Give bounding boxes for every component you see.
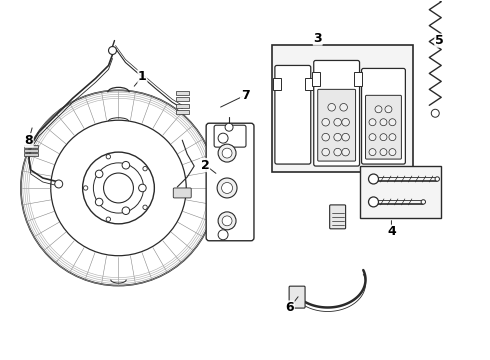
Bar	[312, 72, 319, 86]
Circle shape	[334, 118, 342, 126]
Circle shape	[217, 178, 237, 198]
Circle shape	[218, 133, 228, 143]
Bar	[24, 153, 38, 156]
Circle shape	[342, 134, 349, 141]
Circle shape	[322, 148, 329, 156]
Circle shape	[96, 170, 103, 178]
Circle shape	[340, 103, 347, 111]
Text: 6: 6	[286, 301, 294, 314]
Text: 2: 2	[201, 158, 210, 172]
Text: 4: 4	[387, 225, 396, 238]
Circle shape	[122, 161, 130, 169]
Circle shape	[143, 205, 147, 210]
FancyBboxPatch shape	[314, 60, 360, 166]
Circle shape	[96, 198, 103, 206]
Circle shape	[108, 46, 117, 54]
Circle shape	[218, 144, 236, 162]
Bar	[273, 78, 281, 90]
Circle shape	[334, 148, 342, 156]
Circle shape	[122, 207, 130, 215]
Circle shape	[322, 118, 329, 126]
Circle shape	[421, 200, 425, 204]
Circle shape	[139, 184, 146, 192]
Circle shape	[380, 149, 387, 156]
Text: 1: 1	[138, 70, 147, 83]
Bar	[176, 110, 189, 114]
FancyBboxPatch shape	[366, 95, 401, 159]
Circle shape	[218, 212, 236, 230]
Circle shape	[103, 173, 133, 203]
Circle shape	[106, 154, 111, 159]
Circle shape	[369, 119, 376, 126]
Circle shape	[385, 106, 392, 113]
Bar	[272, 45, 414, 172]
Circle shape	[389, 149, 396, 156]
Circle shape	[222, 148, 232, 158]
Bar	[24, 145, 38, 148]
Circle shape	[51, 120, 186, 256]
Circle shape	[369, 134, 376, 141]
Circle shape	[368, 197, 378, 207]
Circle shape	[328, 103, 336, 111]
Circle shape	[334, 134, 342, 141]
Circle shape	[380, 134, 387, 141]
Circle shape	[342, 118, 349, 126]
Circle shape	[55, 180, 63, 188]
Circle shape	[322, 134, 329, 141]
Text: 5: 5	[435, 34, 443, 47]
Bar	[360, 166, 441, 218]
Circle shape	[225, 123, 233, 131]
Bar	[176, 104, 189, 108]
Circle shape	[375, 106, 382, 113]
FancyBboxPatch shape	[214, 125, 246, 147]
Circle shape	[369, 149, 376, 156]
Circle shape	[21, 90, 216, 285]
Circle shape	[368, 174, 378, 184]
FancyBboxPatch shape	[275, 66, 311, 164]
Circle shape	[342, 148, 349, 156]
Circle shape	[389, 119, 396, 126]
Circle shape	[218, 230, 228, 240]
Circle shape	[106, 217, 111, 221]
Text: 3: 3	[314, 32, 322, 45]
FancyBboxPatch shape	[173, 188, 191, 198]
Bar	[354, 72, 362, 86]
Circle shape	[431, 109, 439, 117]
FancyBboxPatch shape	[289, 286, 305, 308]
Circle shape	[94, 163, 144, 213]
Circle shape	[83, 186, 88, 190]
Circle shape	[143, 166, 147, 171]
Circle shape	[222, 216, 232, 226]
FancyBboxPatch shape	[206, 123, 254, 241]
Bar	[176, 97, 189, 101]
Bar	[305, 78, 313, 90]
Bar	[176, 91, 189, 95]
FancyBboxPatch shape	[362, 68, 405, 164]
Bar	[24, 149, 38, 152]
Circle shape	[83, 152, 154, 224]
Circle shape	[221, 183, 233, 193]
FancyBboxPatch shape	[330, 205, 345, 229]
FancyBboxPatch shape	[318, 89, 356, 161]
Text: 7: 7	[241, 89, 249, 102]
Circle shape	[435, 177, 440, 181]
Circle shape	[380, 119, 387, 126]
Circle shape	[389, 134, 396, 141]
Text: 8: 8	[24, 134, 33, 147]
